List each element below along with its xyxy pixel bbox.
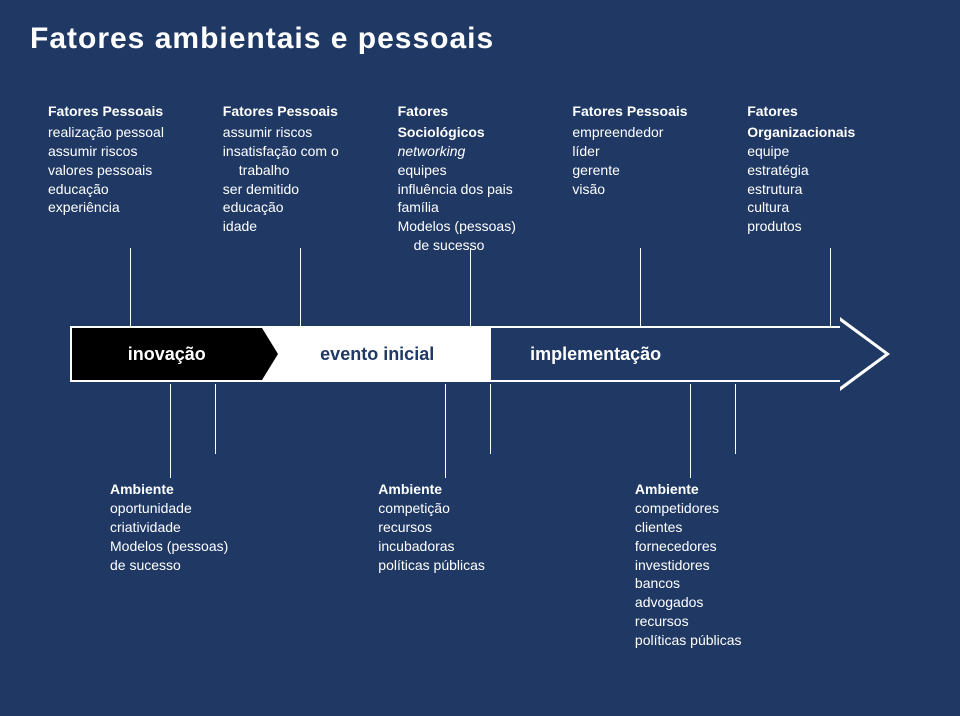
col3-l1: networking bbox=[398, 142, 563, 161]
chevron-icon bbox=[262, 328, 278, 380]
connector-line bbox=[130, 248, 131, 326]
col2-l5: idade bbox=[223, 217, 388, 236]
col1-l4: educação bbox=[48, 180, 213, 199]
col1-l3: valores pessoais bbox=[48, 161, 213, 180]
stage-inovacao: inovação bbox=[72, 328, 262, 380]
b3-l7: recursos bbox=[635, 612, 742, 631]
col5-head1: Fatores bbox=[747, 102, 912, 121]
stage-2-label: evento inicial bbox=[320, 344, 434, 365]
col5-l3: estrutura bbox=[747, 180, 912, 199]
b3-l4: investidores bbox=[635, 556, 742, 575]
col4-l1: empreendedor bbox=[572, 123, 737, 142]
col2-l4: educação bbox=[223, 198, 388, 217]
connector-line bbox=[830, 248, 831, 326]
connector-line bbox=[690, 384, 691, 478]
col3-l2: equipes bbox=[398, 161, 563, 180]
b1-l2: criatividade bbox=[110, 518, 228, 537]
b3-l3: fornecedores bbox=[635, 537, 742, 556]
b2-l1: competição bbox=[378, 499, 485, 518]
col-fatores-pessoais-3: Fatores Pessoais empreendedor líder gere… bbox=[572, 102, 737, 255]
connector-line bbox=[470, 248, 471, 326]
col4-l4: visão bbox=[572, 180, 737, 199]
bottom-connector-lines bbox=[0, 384, 960, 478]
b3-l1: competidores bbox=[635, 499, 742, 518]
bcol-ambiente-2: Ambiente competição recursos incubadoras… bbox=[378, 480, 485, 650]
stage-evento-inicial: evento inicial bbox=[262, 328, 491, 380]
col1-l1: realização pessoal bbox=[48, 123, 213, 142]
col5-head2: Organizacionais bbox=[747, 123, 912, 142]
stage-implementacao: implementação bbox=[491, 328, 700, 380]
col2-l2: insatisfação com o bbox=[223, 142, 388, 161]
b3-l5: bancos bbox=[635, 574, 742, 593]
b1-head: Ambiente bbox=[110, 480, 228, 499]
connector-line bbox=[640, 248, 641, 326]
process-arrow: inovação evento inicial implementação cr… bbox=[70, 326, 890, 382]
col2-l3: ser demitido bbox=[223, 180, 388, 199]
col-fatores-pessoais-2: Fatores Pessoais assumir riscos insatisf… bbox=[223, 102, 388, 255]
col3-l3: influência dos pais bbox=[398, 180, 563, 199]
col3-l4: família bbox=[398, 198, 563, 217]
col5-l5: produtos bbox=[747, 217, 912, 236]
b3-l6: advogados bbox=[635, 593, 742, 612]
bottom-ambiente-columns: Ambiente oportunidade criatividade Model… bbox=[110, 480, 900, 650]
connector-line bbox=[735, 384, 736, 454]
bcol-ambiente-1: Ambiente oportunidade criatividade Model… bbox=[110, 480, 228, 650]
top-factor-columns: Fatores Pessoais realização pessoal assu… bbox=[48, 102, 912, 255]
b3-l8: políticas públicas bbox=[635, 631, 742, 650]
connector-line bbox=[490, 384, 491, 454]
b3-head: Ambiente bbox=[635, 480, 742, 499]
col-fatores-sociologicos: Fatores Sociológicos networking equipes … bbox=[398, 102, 563, 255]
col5-l4: cultura bbox=[747, 198, 912, 217]
stage-crescimento: crescimento bbox=[700, 328, 840, 380]
b1-l1: oportunidade bbox=[110, 499, 228, 518]
b2-l3: incubadoras bbox=[378, 537, 485, 556]
col4-l3: gerente bbox=[572, 161, 737, 180]
b3-l2: clientes bbox=[635, 518, 742, 537]
col-fatores-organizacionais: Fatores Organizacionais equipe estratégi… bbox=[747, 102, 912, 255]
arrow-head-inner bbox=[840, 321, 885, 387]
col5-l2: estratégia bbox=[747, 161, 912, 180]
col1-l2: assumir riscos bbox=[48, 142, 213, 161]
slide-title: Fatores ambientais e pessoais bbox=[30, 22, 494, 56]
col5-l1: equipe bbox=[747, 142, 912, 161]
col3-head1: Fatores bbox=[398, 102, 563, 121]
connector-line bbox=[445, 384, 446, 478]
col-fatores-pessoais-1: Fatores Pessoais realização pessoal assu… bbox=[48, 102, 213, 255]
col2-l2b: trabalho bbox=[223, 161, 388, 180]
connector-line bbox=[215, 384, 216, 454]
stage-4-label: crescimento bbox=[717, 344, 823, 365]
col4-l2: líder bbox=[572, 142, 737, 161]
stage-3-label: implementação bbox=[530, 344, 661, 365]
b2-l4: políticas públicas bbox=[378, 556, 485, 575]
bcol-ambiente-3: Ambiente competidores clientes fornecedo… bbox=[635, 480, 742, 650]
col4-head: Fatores Pessoais bbox=[572, 102, 737, 121]
top-connector-lines bbox=[0, 248, 960, 328]
b2-l2: recursos bbox=[378, 518, 485, 537]
b1-l3: Modelos (pessoas) bbox=[110, 537, 228, 556]
col1-head: Fatores Pessoais bbox=[48, 102, 213, 121]
col1-l5: experiência bbox=[48, 198, 213, 217]
arrow-body: inovação evento inicial implementação cr… bbox=[70, 326, 840, 382]
connector-line bbox=[300, 248, 301, 326]
b2-head: Ambiente bbox=[378, 480, 485, 499]
connector-line bbox=[170, 384, 171, 478]
stage-1-label: inovação bbox=[128, 344, 206, 365]
b1-l3b: de sucesso bbox=[110, 556, 228, 575]
col2-l1: assumir riscos bbox=[223, 123, 388, 142]
col2-head: Fatores Pessoais bbox=[223, 102, 388, 121]
col3-head2: Sociológicos bbox=[398, 123, 563, 142]
col3-l5: Modelos (pessoas) bbox=[398, 217, 563, 236]
